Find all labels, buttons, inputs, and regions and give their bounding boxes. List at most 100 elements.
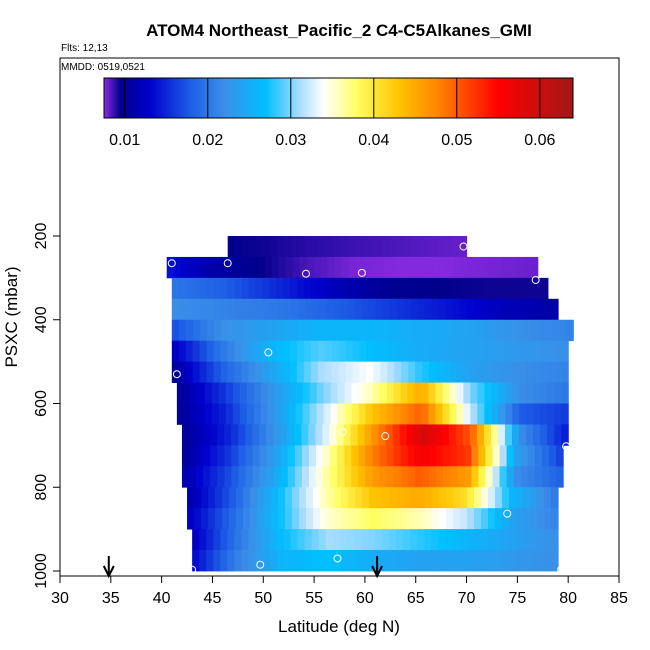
heatmap-cell (236, 487, 244, 509)
heatmap-cell (389, 236, 397, 258)
heatmap-cell (438, 550, 447, 572)
heatmap-cell (290, 340, 298, 363)
heatmap-cell (491, 340, 500, 363)
heatmap-cell (383, 256, 392, 279)
heatmap-cell (473, 529, 482, 551)
heatmap-cell (358, 445, 367, 467)
heatmap-cell (263, 298, 271, 321)
heatmap-cell (421, 382, 430, 404)
heatmap-cell (390, 319, 398, 342)
heatmap-cell (303, 361, 312, 383)
heatmap-cell (283, 361, 291, 383)
heatmap-cell (217, 424, 225, 446)
heatmap-cell (207, 319, 215, 342)
flight-point-marker (256, 560, 265, 569)
colorbar-tick-label: 0.06 (524, 132, 555, 149)
heatmap-cell (330, 445, 338, 467)
heatmap-cell (387, 361, 395, 383)
heatmap-cell (396, 550, 404, 572)
heatmap-cell (301, 466, 310, 488)
date-annotation: MMDD: 0519,0521 (61, 62, 145, 73)
heatmap-cell (481, 319, 490, 342)
heatmap-cell (241, 236, 250, 258)
heatmap-cell (270, 298, 278, 321)
flight-point-marker (562, 442, 571, 451)
heatmap-cell (379, 403, 388, 425)
heatmap-cell (192, 277, 201, 300)
heatmap-cell (463, 382, 471, 404)
heatmap-cell (189, 466, 197, 488)
heatmap-cell (415, 277, 424, 300)
heatmap-cell (227, 550, 235, 572)
flight-point-marker (569, 340, 578, 349)
heatmap-cell (429, 445, 437, 467)
heatmap-cell (337, 466, 345, 488)
heatmap-cell (520, 445, 529, 467)
heatmap-cell (178, 361, 187, 383)
heatmap-cell (431, 236, 440, 258)
heatmap-cell (390, 487, 398, 509)
heatmap-cell (540, 382, 548, 404)
heatmap-cell (410, 529, 418, 551)
heatmap-cell (470, 361, 479, 383)
heatmap-cell (306, 487, 314, 509)
heatmap-cell (185, 277, 194, 300)
heatmap-cell (309, 466, 317, 488)
heatmap-cell (220, 550, 228, 572)
heatmap-cell (176, 382, 185, 404)
heatmap-cell (541, 445, 550, 467)
heatmap-cell (190, 382, 199, 404)
heatmap-cell (540, 340, 548, 363)
heatmap-cell (273, 424, 281, 446)
heatmap-cell (292, 256, 301, 279)
heatmap-cell (547, 361, 555, 383)
heatmap-cell (178, 277, 187, 300)
heatmap-cell (304, 236, 313, 258)
heatmap-cell (299, 487, 307, 509)
heatmap-cell (276, 529, 285, 551)
flights-annotation: Flts: 12,13 (61, 43, 108, 54)
heatmap-cell (185, 361, 194, 383)
heatmap-cell (417, 298, 426, 321)
heatmap-cell (490, 424, 499, 446)
heatmap-cell (390, 508, 398, 530)
heatmap-cell (505, 361, 514, 383)
heatmap-cell (449, 382, 457, 404)
heatmap-cell (334, 256, 343, 279)
heatmap-cell (421, 466, 430, 488)
heatmap-cell (304, 277, 312, 300)
heatmap-cell (488, 508, 496, 530)
heatmap-cell (466, 550, 475, 572)
heatmap-cell (523, 487, 531, 509)
heatmap-cell (327, 256, 336, 279)
heatmap-cell (352, 340, 361, 363)
heatmap-cell (361, 529, 369, 551)
heatmap-cell (343, 424, 352, 446)
heatmap-cell (285, 508, 293, 530)
y-axis: 200 400 600 800 1000 (33, 223, 60, 589)
heatmap-cell (425, 487, 433, 509)
heatmap-cell (443, 445, 451, 467)
heatmap-cell (245, 466, 254, 488)
heatmap-cell (536, 298, 545, 321)
heatmap-cell (213, 340, 222, 363)
heatmap-cell (386, 466, 395, 488)
heatmap-cell (537, 508, 545, 530)
heatmap-cell (239, 382, 248, 404)
heatmap-cell (249, 319, 257, 342)
heatmap-cell (547, 340, 555, 363)
heatmap-cell (324, 340, 333, 363)
heatmap-cell (252, 424, 260, 446)
heatmap-cell (234, 340, 242, 363)
heatmap-cell (414, 466, 423, 488)
heatmap-cell (420, 424, 429, 446)
heatmap-cell (206, 361, 215, 383)
heatmap-cell (372, 445, 381, 467)
heatmap-cell (273, 445, 282, 467)
heatmap-cell (217, 466, 225, 488)
heatmap-cell (206, 550, 214, 572)
heatmap-cell (464, 466, 472, 488)
heatmap-cell (418, 256, 427, 279)
heatmap-cell (476, 424, 485, 446)
heatmap-cell (400, 403, 409, 425)
